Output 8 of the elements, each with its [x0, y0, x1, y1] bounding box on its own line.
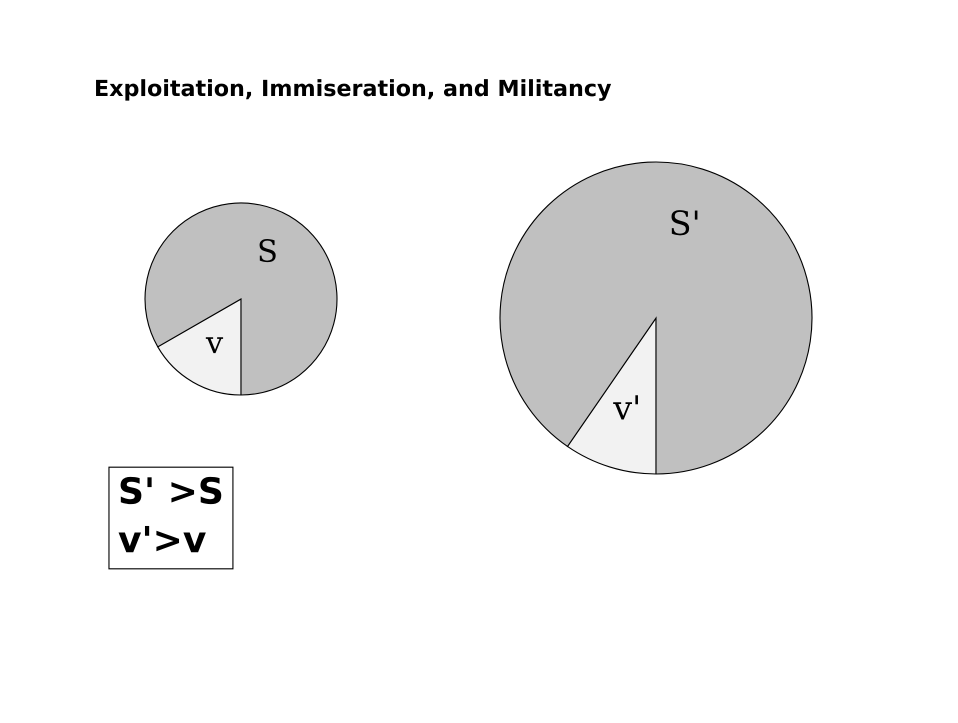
pie-slice [499, 161, 813, 475]
slice-label: v [206, 337, 224, 354]
chart-title: Exploitation, Immiseration, and Militancy [96, 79, 612, 101]
slice-label: v' [613, 395, 638, 420]
slice-label: S' [672, 210, 698, 236]
text: S' >S v'>v [118, 476, 222, 552]
slice-label: S [260, 239, 276, 262]
pie-slice [144, 202, 338, 396]
